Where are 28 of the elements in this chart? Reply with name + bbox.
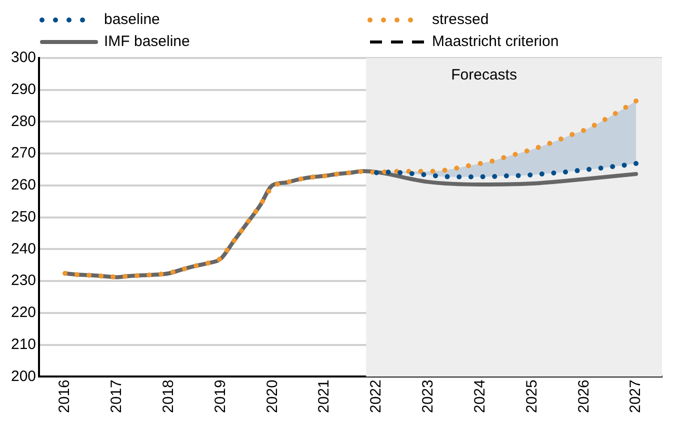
x-tick-label: 2017 [108,380,126,414]
y-tick-label: 250 [10,208,36,226]
x-tick-label: 2022 [368,380,385,414]
x-tick-label: 2019 [212,380,229,414]
legend-label: stressed [432,11,489,28]
y-tick-label: 300 [10,49,36,66]
x-tick-label: 2016 [56,380,74,414]
x-tick-label: 2025 [523,380,540,414]
y-tick-label: 260 [10,176,36,194]
y-tick-label: 270 [10,144,36,162]
y-tick-label: 230 [10,272,36,290]
x-tick-label: 2027 [627,380,644,414]
band-label: Forecasts [451,66,517,84]
y-tick-label: 210 [10,336,36,353]
y-tick-label: 290 [10,81,36,98]
y-tick-label: 220 [10,304,36,322]
x-tick-label: 2018 [160,380,177,414]
legend-label: IMF baseline [104,33,190,50]
legend-label: Maastricht criterion [432,33,559,50]
y-tick-label: 200 [10,368,36,385]
y-tick-label: 280 [10,112,36,130]
x-tick-label: 2023 [420,380,437,414]
x-tick-label: 2020 [264,380,281,414]
legend-label: baseline [104,11,160,28]
y-tick-label: 240 [10,240,36,258]
x-tick-label: 2026 [575,380,592,414]
x-tick-label: 2021 [316,380,333,414]
x-tick-label: 2024 [471,380,488,414]
